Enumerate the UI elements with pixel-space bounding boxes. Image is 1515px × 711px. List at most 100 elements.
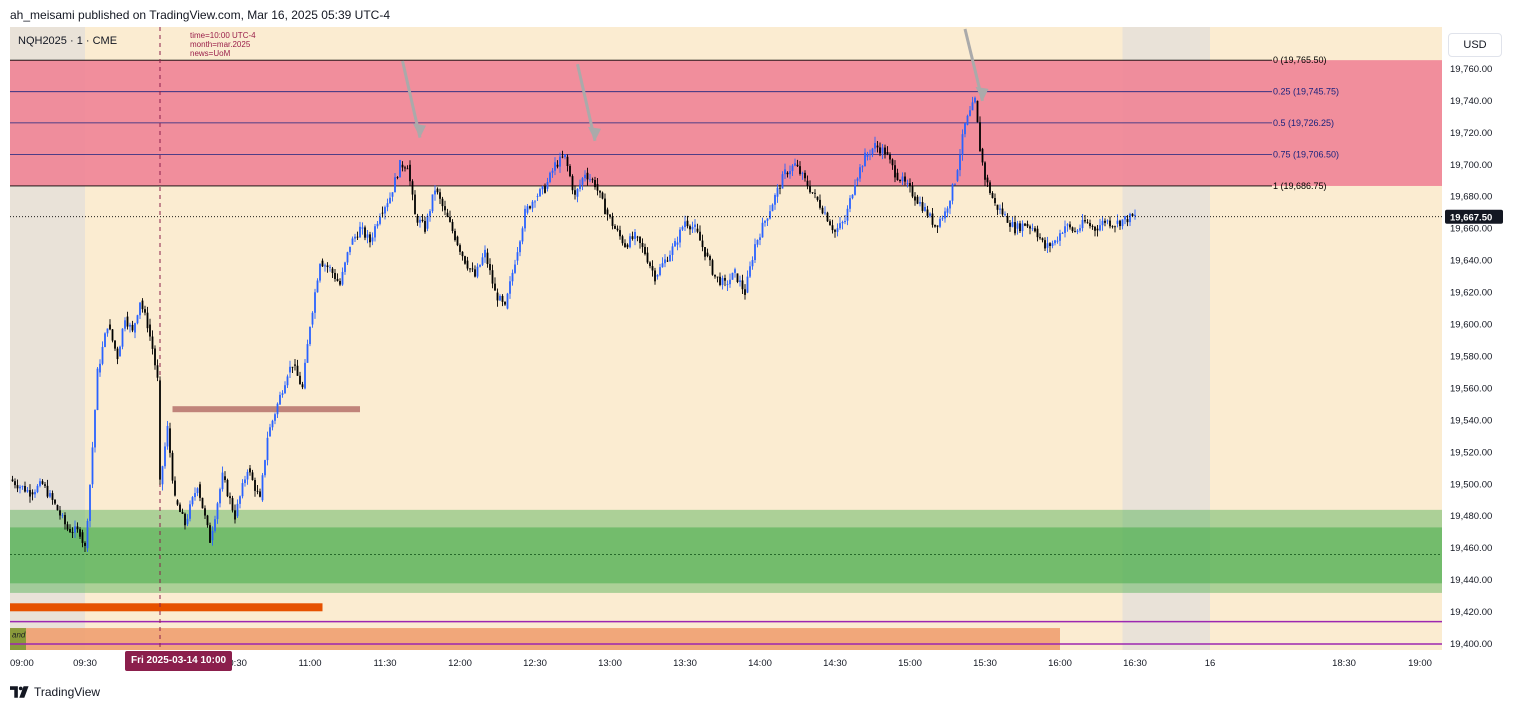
candle-body: [941, 218, 944, 220]
candle-body: [1051, 243, 1054, 246]
price-chart[interactable]: 0 (19,765.50) 0.25 (19,745.75) 0.5 (19,726…: [10, 27, 1505, 677]
candle-body: [86, 520, 89, 549]
candle-body: [96, 368, 99, 411]
candle-body: [791, 165, 794, 172]
demand-zone-inner: [10, 527, 1442, 584]
candle-body: [356, 236, 359, 238]
candle-body: [711, 260, 714, 275]
candle-body: [16, 485, 19, 489]
candle-body: [1041, 238, 1044, 241]
candle-body: [551, 170, 554, 173]
candle-body: [884, 147, 886, 155]
candle-body: [489, 264, 491, 271]
candle-body: [169, 428, 171, 453]
candle-body: [1016, 223, 1019, 229]
candle-body: [159, 380, 161, 480]
candle-body: [786, 172, 789, 175]
candle-body: [1021, 223, 1024, 232]
candle-body: [876, 145, 879, 148]
candle-body: [716, 276, 719, 278]
footer-brand[interactable]: TradingView: [10, 685, 100, 699]
candle-body: [346, 252, 349, 263]
candle-body: [641, 243, 644, 247]
candle-body: [191, 497, 194, 505]
time-tick-label: 13:30: [673, 658, 697, 669]
price-tick-label: 19,560.00: [1450, 383, 1492, 394]
candle-body: [939, 218, 941, 227]
candle-body: [119, 346, 121, 357]
candle-body: [1044, 240, 1046, 249]
price-tick-label: 19,660.00: [1450, 224, 1492, 235]
candle-body: [544, 186, 546, 193]
cursor-date-badge: Fri 2025-03-14 10:00: [125, 651, 233, 671]
candle-body: [1101, 220, 1104, 226]
candle-body: [656, 275, 659, 277]
candle-body: [869, 154, 871, 155]
candle-body: [909, 183, 911, 187]
candle-body: [974, 97, 976, 103]
candle-body: [479, 264, 481, 267]
candle-body: [26, 490, 29, 492]
candle-body: [456, 236, 459, 246]
candle-body: [929, 213, 931, 216]
fib-level-label: 0.75 (19,706.50): [1273, 149, 1339, 159]
candle-body: [554, 162, 556, 171]
candle-body: [1071, 227, 1074, 232]
candle-body: [1009, 222, 1011, 227]
candle-body: [411, 181, 414, 195]
price-tick-label: 19,680.00: [1450, 192, 1492, 203]
candle-body: [46, 485, 49, 497]
symbol-label[interactable]: NQH2025 · 1 · CME: [18, 35, 118, 47]
candle-body: [311, 312, 314, 325]
candle-body: [371, 237, 374, 242]
candle-body: [404, 167, 406, 169]
candle-body: [444, 206, 446, 211]
candle-body: [329, 266, 331, 268]
candle-body: [296, 365, 299, 376]
candle-body: [936, 225, 939, 227]
candle-body: [889, 154, 891, 160]
candle-body: [266, 437, 269, 461]
candle-body: [461, 251, 464, 257]
candle-body: [309, 326, 311, 345]
candle-body: [279, 394, 281, 405]
candle-body: [74, 526, 76, 533]
candle-body: [54, 499, 56, 504]
candle-body: [531, 201, 534, 209]
candle-body: [399, 160, 401, 178]
candle-body: [81, 532, 84, 543]
candle-body: [984, 162, 986, 180]
candle-body: [244, 479, 246, 484]
candle-body: [926, 209, 929, 216]
candle-body: [761, 222, 764, 238]
candle-body: [1114, 226, 1116, 228]
candle-body: [89, 484, 91, 521]
candle-body: [164, 446, 166, 467]
candle-body: [959, 154, 961, 171]
candle-body: [29, 490, 31, 497]
candle-body: [364, 227, 366, 238]
candle-body: [979, 122, 981, 152]
last-price-label: 19,667.50: [1450, 213, 1492, 224]
candle-body: [259, 491, 261, 497]
candle-body: [471, 268, 474, 270]
candle-body: [76, 526, 79, 530]
candle-body: [704, 247, 706, 257]
candle-body: [1104, 220, 1106, 223]
candle-body: [839, 223, 841, 229]
candle-body: [414, 194, 416, 215]
candle-body: [851, 194, 854, 199]
candle-body: [426, 215, 429, 229]
candle-body: [251, 472, 254, 481]
candle-body: [601, 192, 604, 199]
candle-body: [794, 163, 796, 166]
currency-button[interactable]: USD: [1448, 33, 1502, 57]
candle-body: [599, 190, 601, 193]
candle-body: [556, 164, 559, 167]
candle-body: [174, 480, 176, 496]
candle-body: [749, 266, 751, 277]
price-tick-label: 19,740.00: [1450, 96, 1492, 107]
candle-body: [906, 183, 909, 184]
candle-body: [829, 221, 831, 226]
candle-body: [281, 393, 284, 395]
